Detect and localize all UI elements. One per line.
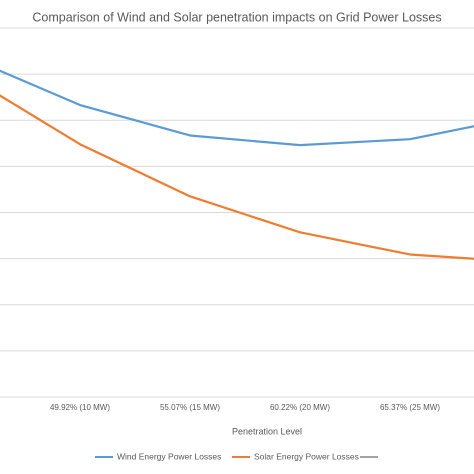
series-line bbox=[0, 69, 474, 147]
series-line bbox=[0, 94, 474, 260]
x-tick-label: 55.07% (15 MW) bbox=[160, 403, 220, 412]
plot-area bbox=[0, 27, 474, 398]
legend: Wind Energy Power Losses Solar Energy Pow… bbox=[95, 451, 378, 461]
x-tick-label: 49.92% (10 MW) bbox=[50, 403, 110, 412]
x-axis-label: Penetration Level bbox=[232, 426, 302, 436]
chart-title: Comparison of Wind and Solar penetration… bbox=[32, 10, 441, 24]
legend-label: Solar Energy Power Losses bbox=[254, 451, 359, 461]
legend-label: Wind Energy Power Losses bbox=[117, 451, 221, 461]
x-tick-label: 65.37% (25 MW) bbox=[380, 403, 440, 412]
x-tick-label: 60.22% (20 MW) bbox=[270, 403, 330, 412]
